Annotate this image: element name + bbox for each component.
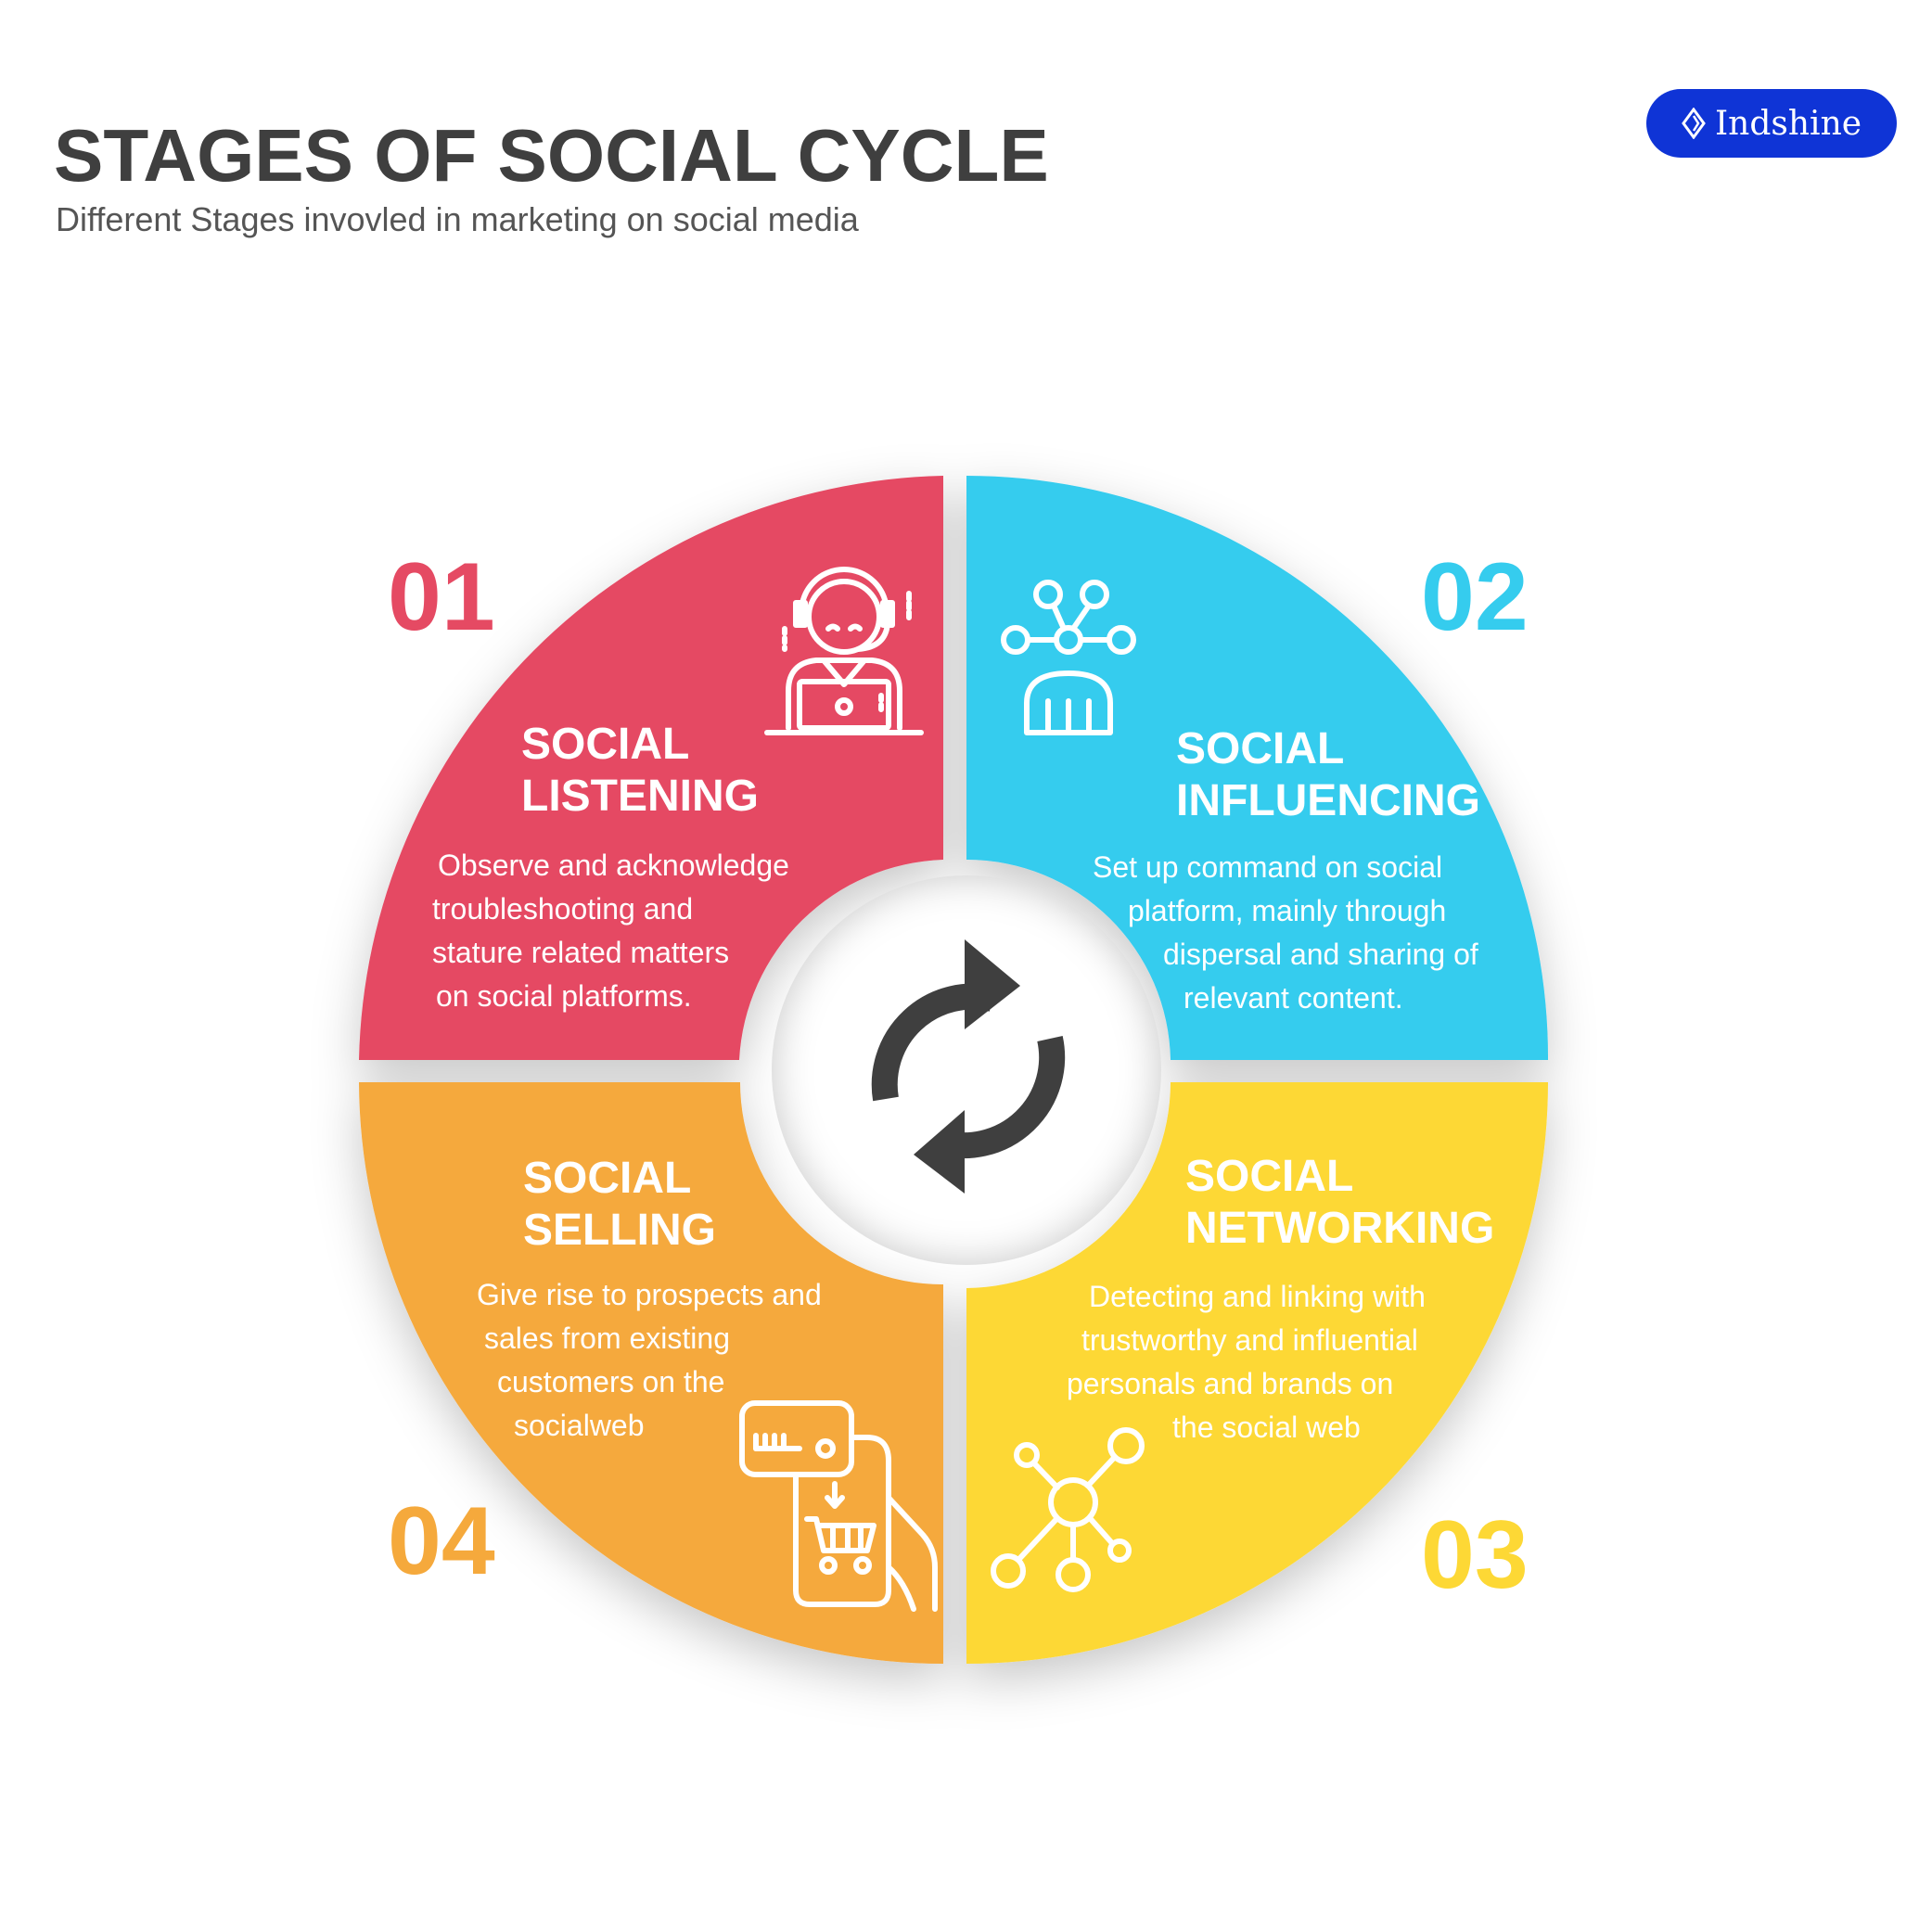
page-title: STAGES OF SOCIAL CYCLE [54,114,1049,197]
stage-title-line: SELLING [523,1206,717,1255]
stage-desc-line: stature related matters [432,936,730,969]
stage-desc-line: sales from existing [484,1322,730,1355]
stage-desc-social-networking: Detecting and linking with trustworthy a… [1067,1275,1426,1449]
stage-desc-line: Observe and acknowledge [438,849,789,882]
stage-title-line: SOCIAL [523,1154,692,1203]
stage-title-social-listening: SOCIAL LISTENING [521,719,759,823]
stage-title-line: NETWORKING [1185,1204,1495,1253]
page-subtitle: Different Stages invovled in marketing o… [56,200,859,238]
stage-title-line: LISTENING [521,772,760,821]
influencer-network-icon [1001,580,1136,735]
stage-desc-line: Give rise to prospects and [477,1278,822,1311]
stage-title-social-selling: SOCIAL SELLING [523,1153,716,1257]
stage-desc-line: socialweb [514,1409,645,1442]
stage-title-social-influencing: SOCIAL INFLUENCING [1176,723,1480,827]
stage-desc-line: customers on the [497,1365,725,1398]
mobile-shopping-icon [739,1400,938,1612]
stage-number-03: 03 [1421,1501,1529,1609]
brand-name: Indshine [1714,104,1862,143]
brand-badge[interactable]: Indshine [1646,89,1897,158]
stage-desc-line: platform, mainly through [1128,894,1447,927]
diamond-logo-icon [1682,108,1706,139]
stage-title-line: SOCIAL [1185,1152,1354,1201]
stage-title-line: INFLUENCING [1176,776,1480,825]
stage-desc-line: Set up command on social [1093,850,1443,884]
stage-desc-social-listening: Observe and acknowledge troubleshooting … [432,844,789,1018]
customer-support-agent-icon [764,567,924,735]
refresh-arrowhead-top [965,939,1020,1029]
stage-title-line: SOCIAL [1176,724,1345,773]
stage-desc-social-selling: Give rise to prospects and sales from ex… [477,1273,822,1448]
network-nodes-icon [991,1427,1145,1592]
stage-desc-line: personals and brands on [1067,1367,1394,1400]
quadrant-social-networking [966,1082,1548,1664]
stage-desc-line: on social platforms. [436,979,692,1013]
stage-desc-social-influencing: Set up command on social platform, mainl… [1093,846,1478,1020]
stage-title-social-networking: SOCIAL NETWORKING [1185,1151,1494,1255]
stage-number-01: 01 [388,543,495,651]
center-hole [772,875,1161,1265]
stage-title-line: SOCIAL [521,720,690,769]
stage-number-04: 04 [388,1487,495,1595]
stage-desc-line: troubleshooting and [432,892,694,926]
stage-desc-line: relevant content. [1184,981,1403,1015]
quadrant-social-influencing [966,476,1549,1060]
stage-desc-line: the social web [1172,1411,1361,1444]
stage-desc-line: trustworthy and influential [1081,1323,1418,1357]
stage-desc-line: Detecting and linking with [1089,1280,1426,1313]
stage-number-02: 02 [1421,543,1529,651]
refresh-arrowhead-bottom [914,1110,965,1194]
stage-desc-line: dispersal and sharing of [1163,938,1478,971]
